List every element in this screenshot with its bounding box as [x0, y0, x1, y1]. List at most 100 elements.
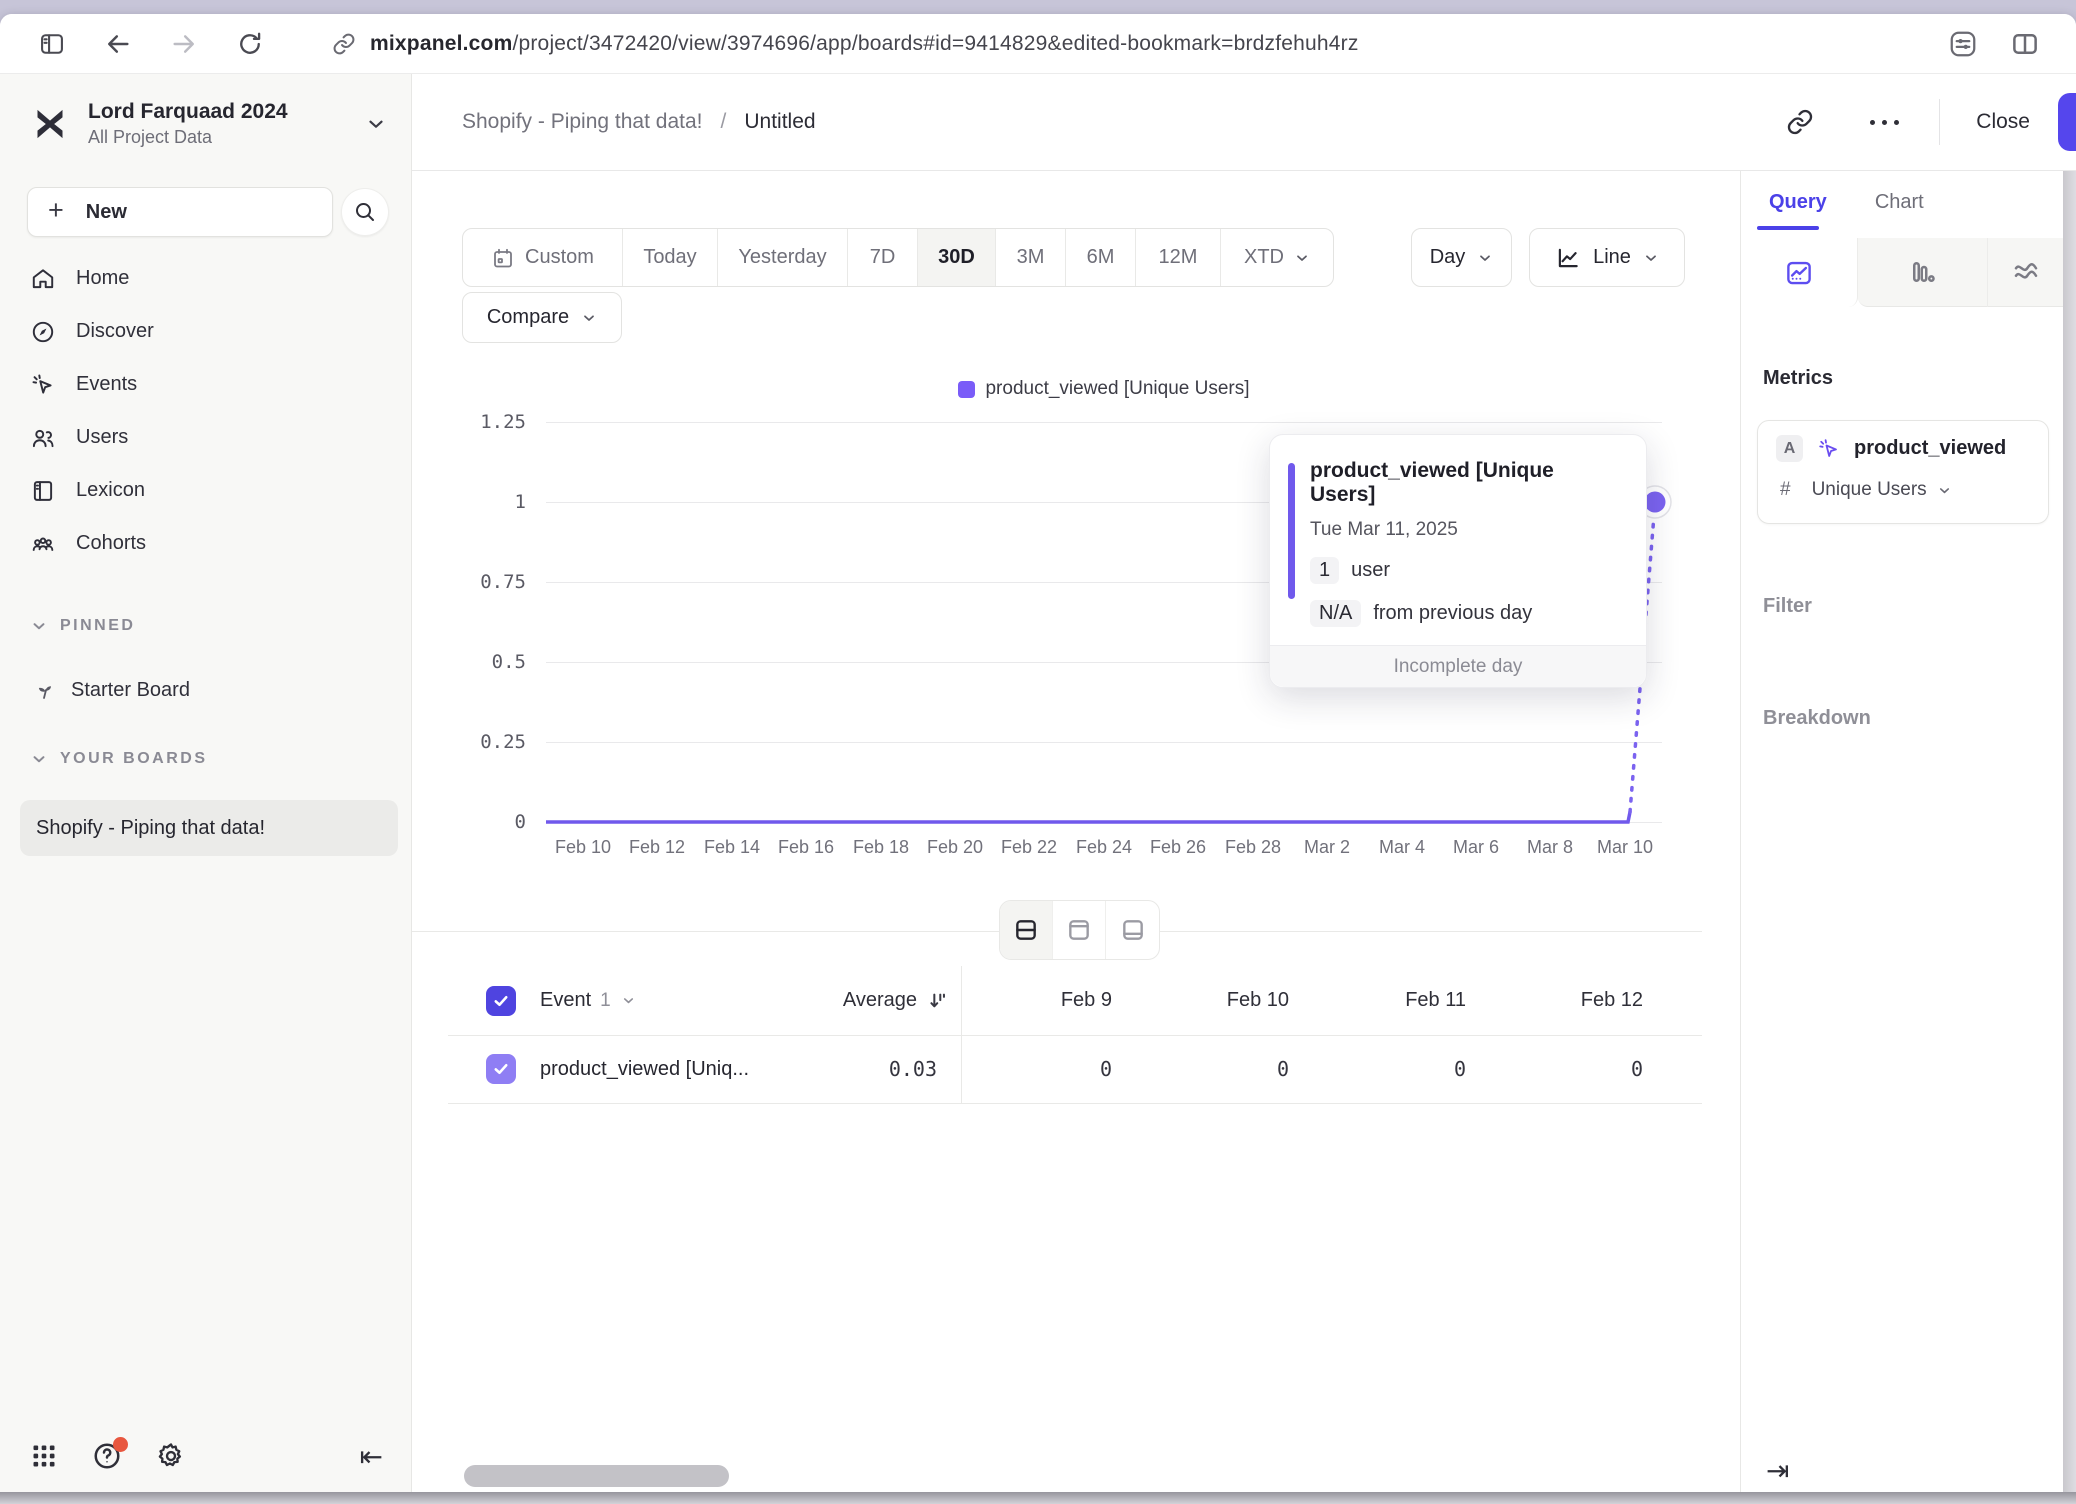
your-boards-section-header[interactable]: YOUR BOARDS	[30, 750, 208, 768]
split-view-icon[interactable]	[2010, 29, 2040, 59]
chevron-down-icon	[1480, 254, 1491, 261]
series-name-cell[interactable]: product_viewed [Uniq...	[540, 1057, 750, 1080]
horizontal-scrollbar-thumb[interactable]	[464, 1465, 729, 1487]
save-button-partial[interactable]	[2058, 93, 2076, 151]
select-all-checkbox[interactable]	[486, 985, 516, 1016]
breadcrumb-board[interactable]: Shopify - Piping that data!	[462, 110, 703, 133]
tooltip-value: 1	[1310, 557, 1340, 584]
table-column-divider	[961, 966, 962, 1103]
query-panel: Query Chart	[1740, 171, 2063, 1492]
x-axis-tick: Feb 12	[628, 837, 686, 857]
y-axis-tick: 0.75	[480, 571, 526, 593]
range-yesterday-button[interactable]: Yesterday	[718, 229, 848, 286]
insights-chart-tab[interactable]	[1741, 238, 1858, 307]
row-checkbox[interactable]	[486, 1054, 516, 1084]
sidebar-item-users[interactable]: Users	[0, 411, 411, 464]
range-12m-button[interactable]: 12M	[1136, 229, 1221, 286]
copy-link-icon[interactable]	[1786, 108, 1814, 136]
tooltip-date: Tue Mar 11, 2025	[1310, 519, 1458, 540]
report-canvas: Custom Today Yesterday 7D 30D 3M 6M 12M …	[412, 171, 1740, 1492]
sidebar-item-events[interactable]: Events	[0, 358, 411, 411]
workspace-switcher[interactable]: Lord Farquaad 2024 All Project Data	[30, 100, 387, 148]
tooltip-value-unit: user	[1351, 559, 1391, 581]
sidebar-item-starter-board[interactable]: Starter Board	[33, 678, 190, 702]
discover-icon	[32, 321, 54, 342]
header-divider	[1939, 99, 1941, 145]
apps-grid-icon[interactable]	[30, 1442, 58, 1470]
browser-toolbar: mixpanel.com/project/3472420/view/397469…	[0, 14, 2076, 74]
table-header-row: Event 1 Average	[448, 966, 1702, 1035]
range-today-button[interactable]: Today	[623, 229, 718, 286]
events-icon	[32, 373, 52, 394]
browser-window: mixpanel.com/project/3472420/view/397469…	[0, 14, 2076, 1492]
x-axis-tick: Feb 22	[1000, 837, 1058, 857]
more-options-icon[interactable]	[1870, 119, 1900, 125]
sidebar-item-cohorts[interactable]: Cohorts	[0, 517, 411, 570]
reload-button[interactable]	[236, 30, 264, 58]
aggregation-selector[interactable]: Unique Users	[1811, 479, 1927, 500]
range-30d-button[interactable]: 30D	[918, 229, 996, 286]
average-column-header[interactable]: Average	[842, 989, 917, 1011]
tab-chart[interactable]: Chart	[1874, 190, 1924, 213]
value-cell: 0	[1099, 1057, 1112, 1081]
layout-table-only-button[interactable]	[1106, 901, 1159, 959]
breakdown-section-label: Breakdown	[1763, 707, 1871, 729]
average-value-cell: 0.03	[888, 1057, 937, 1081]
check-icon	[494, 995, 508, 1006]
collapse-sidebar-icon[interactable]: ⇤	[359, 1440, 383, 1472]
date-range-control: Custom Today Yesterday 7D 30D 3M 6M 12M …	[462, 228, 1334, 287]
event-column-header[interactable]: Event	[540, 989, 592, 1011]
chart-tooltip: product_viewed [Unique Users] Tue Mar 11…	[1269, 434, 1647, 688]
vertical-scrollbar-track[interactable]	[2063, 171, 2076, 1492]
sidebar-item-home[interactable]: Home	[0, 252, 411, 305]
date-column-header: Feb 11	[1405, 989, 1466, 1011]
flows-tab[interactable]	[1988, 238, 2063, 307]
back-button[interactable]	[104, 30, 132, 58]
layout-chart-only-button[interactable]	[1053, 901, 1106, 959]
layout-split-button[interactable]	[1000, 901, 1053, 959]
chevron-down-icon	[1937, 483, 1952, 498]
forward-button[interactable]	[170, 30, 198, 58]
search-button[interactable]	[341, 188, 389, 236]
address-bar[interactable]: mixpanel.com/project/3472420/view/397469…	[370, 32, 1359, 56]
range-3m-button[interactable]: 3M	[996, 229, 1066, 286]
sidebar-item-board-shopify[interactable]: Shopify - Piping that data!	[20, 800, 398, 856]
funnels-tab[interactable]	[1858, 238, 1988, 307]
value-cell: 0	[1276, 1057, 1289, 1081]
sort-icon[interactable]	[927, 990, 949, 1012]
compare-dropdown[interactable]: Compare	[462, 292, 622, 343]
granularity-dropdown[interactable]: Day	[1411, 228, 1512, 287]
range-label: 30D	[938, 246, 975, 268]
new-button[interactable]: + New	[27, 187, 334, 237]
x-axis-tick: Feb 18	[852, 837, 910, 857]
bottom-band-icon	[1122, 920, 1143, 940]
url-host: mixpanel.com	[370, 31, 513, 55]
collapse-panel-icon[interactable]: ⇥	[1766, 1455, 1790, 1486]
x-axis-tick: Feb 14	[703, 837, 761, 857]
breadcrumb-separator: /	[720, 110, 727, 133]
chart-type-dropdown[interactable]: Line	[1529, 228, 1685, 287]
help-icon[interactable]	[92, 1437, 128, 1471]
range-7d-button[interactable]: 7D	[848, 229, 918, 286]
breadcrumb-page[interactable]: Untitled	[744, 110, 816, 133]
pinned-section-header[interactable]: PINNED	[30, 617, 135, 635]
filter-section-label: Filter	[1763, 595, 1812, 617]
tooltip-delta-label: from previous day	[1373, 602, 1533, 624]
sidebar-item-lexicon[interactable]: Lexicon	[0, 464, 411, 517]
metric-card[interactable]: A product_viewed # Unique Users	[1757, 420, 2049, 524]
sidebar-item-discover[interactable]: Discover	[0, 305, 411, 358]
tab-query[interactable]: Query	[1769, 190, 1827, 213]
sidebar-item-label: Discover	[76, 320, 154, 342]
range-xtd-button[interactable]: XTD	[1221, 229, 1333, 286]
new-button-label: New	[85, 200, 127, 223]
chart-legend[interactable]: product_viewed [Unique Users]	[546, 378, 1662, 400]
lexicon-icon	[33, 480, 53, 501]
range-6m-button[interactable]: 6M	[1066, 229, 1136, 286]
table-border	[448, 1103, 1702, 1104]
browser-sidebar-toggle-icon[interactable]	[38, 30, 66, 58]
range-custom-button[interactable]: Custom	[463, 229, 623, 286]
gear-icon[interactable]	[156, 1441, 186, 1471]
browser-settings-icon[interactable]	[1948, 29, 1978, 59]
close-button[interactable]: Close	[1976, 110, 2030, 133]
plus-icon: +	[48, 195, 64, 225]
